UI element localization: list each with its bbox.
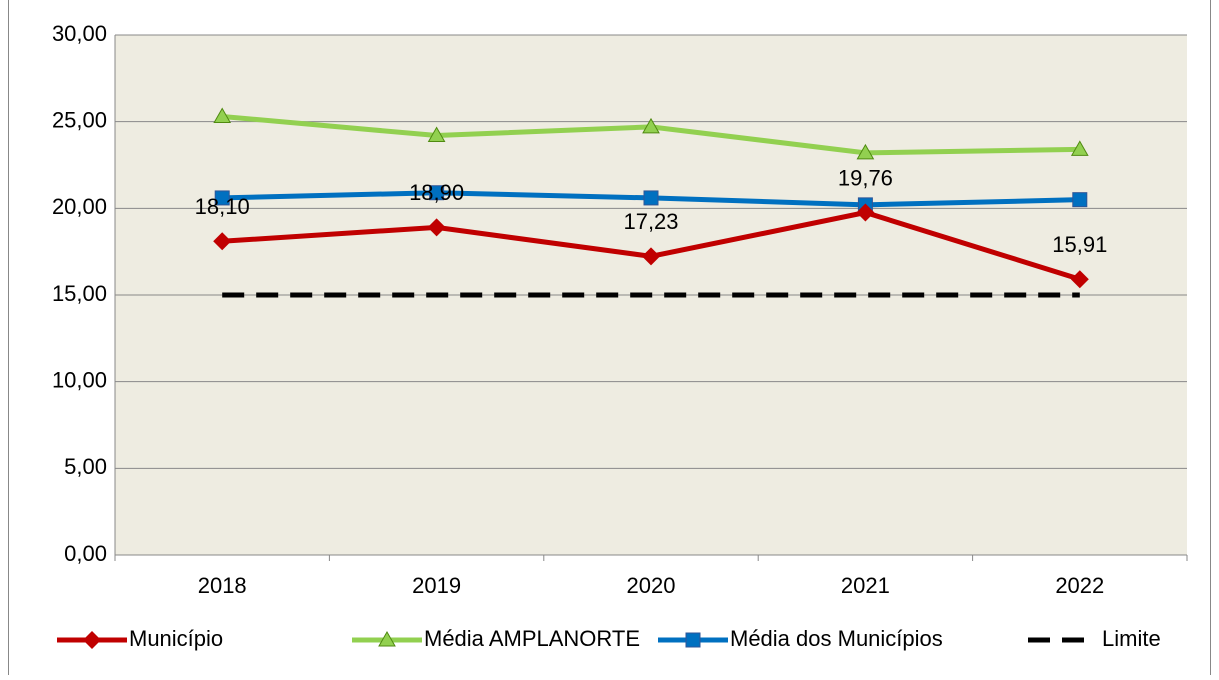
marker (427, 218, 446, 237)
x-tick-label: 2019 (412, 573, 461, 598)
marker (856, 143, 875, 160)
marker (1070, 270, 1089, 289)
y-tick-label: 5,00 (64, 454, 107, 479)
x-tick-label: 2022 (1055, 573, 1104, 598)
legend-marker (685, 632, 701, 648)
x-tick-label: 2018 (198, 573, 247, 598)
data-label: 19,76 (838, 165, 893, 190)
y-tick-label: 10,00 (52, 367, 107, 392)
y-tick-label: 30,00 (52, 21, 107, 46)
legend-label: Limite (1102, 626, 1161, 651)
x-tick-label: 2020 (627, 573, 676, 598)
legend-label: Município (129, 626, 223, 651)
marker (642, 247, 660, 266)
legend-marker (378, 630, 396, 647)
y-tick-label: 15,00 (52, 281, 107, 306)
marker (429, 185, 445, 201)
legend-marker (83, 631, 101, 649)
marker (856, 203, 875, 222)
marker (214, 190, 230, 206)
legend-label: Média AMPLANORTE (424, 626, 640, 651)
marker (427, 126, 446, 143)
data-label: 15,91 (1052, 232, 1107, 257)
legend-label: Média dos Municípios (730, 626, 943, 651)
marker (1072, 192, 1088, 208)
data-label: 17,23 (623, 209, 678, 234)
marker (1070, 140, 1089, 156)
data-label: 18,10 (195, 194, 250, 219)
x-tick-label: 2021 (841, 573, 890, 598)
data-label: 18,90 (409, 180, 464, 205)
y-tick-label: 0,00 (64, 541, 107, 566)
marker (643, 190, 659, 206)
y-tick-label: 25,00 (52, 107, 107, 132)
y-tick-label: 20,00 (52, 194, 107, 219)
marker (213, 107, 232, 123)
marker (213, 232, 232, 251)
marker (642, 117, 660, 134)
